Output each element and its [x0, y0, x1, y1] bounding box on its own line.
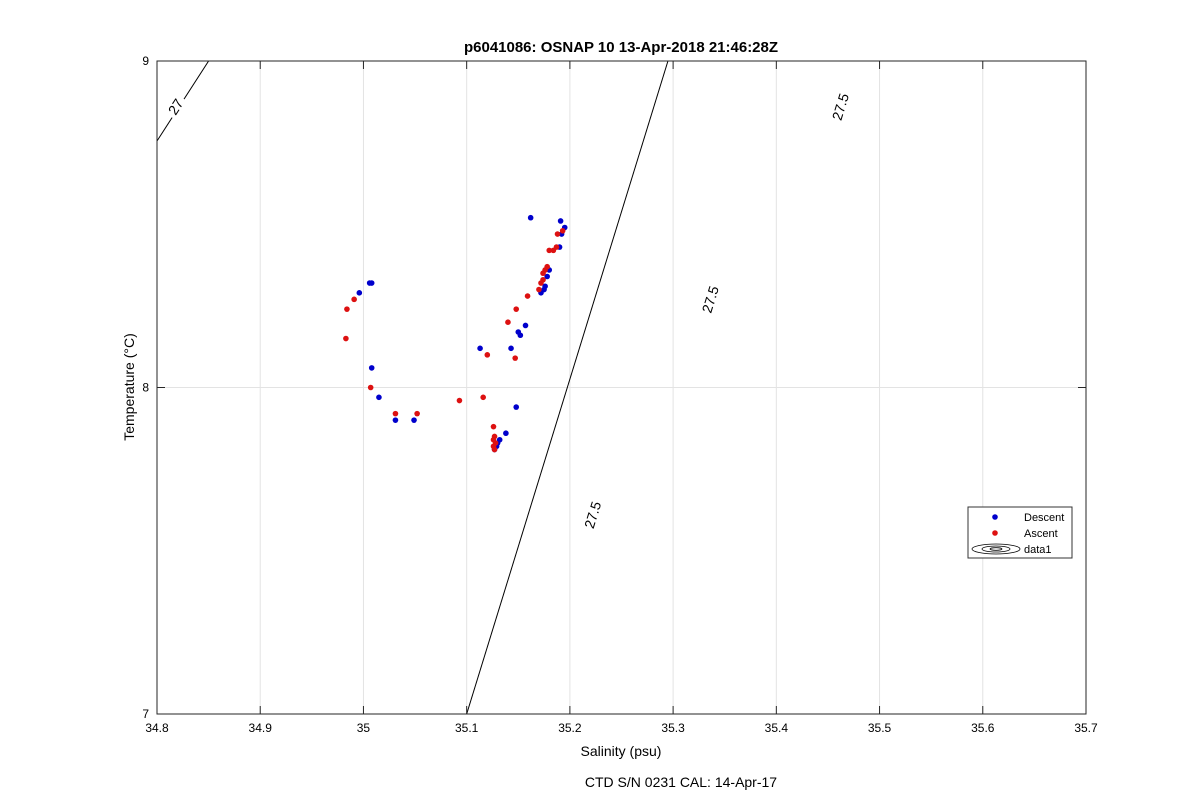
ascent-point [524, 293, 531, 299]
x-tick-label: 34.9 [249, 721, 273, 735]
isopycnal-label-gap [696, 278, 725, 321]
ascent-point [392, 410, 399, 417]
descent-point [544, 273, 550, 280]
legend-ascent-label: Ascent [1024, 528, 1058, 540]
descent-point [477, 345, 483, 352]
ctd-calibration-note: CTD S/N 0231 CAL: 14-Apr-17 [585, 774, 777, 790]
ascent-point [550, 247, 557, 254]
x-tick-label: 35.3 [661, 721, 685, 735]
ascent-point [512, 355, 518, 361]
descent-point [503, 430, 509, 437]
descent-point [522, 322, 529, 329]
chart-title: p6041086: OSNAP 10 13-Apr-2018 21:46:28Z [464, 39, 778, 56]
ascent-point [456, 397, 463, 404]
ascent-point [546, 247, 553, 254]
descent-point [513, 404, 520, 410]
isopycnal-label: 27.5 [699, 284, 722, 315]
legend: Descent Ascent data1 [967, 506, 1073, 559]
x-axis-label: Salinity (psu) [581, 743, 662, 759]
x-tick-label: 35.5 [868, 721, 892, 735]
y-axis-label: Temperature (°C) [121, 333, 137, 441]
descent-point [411, 417, 417, 423]
density-contours: 27 27.5 27.5 27.5 [157, 61, 855, 714]
legend-descent-label: Descent [1024, 512, 1064, 524]
ascent-point [490, 423, 497, 430]
isopycnal-label: 27 [165, 96, 187, 118]
descent-point [541, 286, 547, 293]
descent-point [368, 280, 375, 286]
isopycnal-label-gap [162, 92, 190, 121]
ascent-point [538, 280, 544, 286]
data-series [343, 214, 568, 453]
descent-point [508, 345, 514, 352]
x-tick-label: 35.1 [455, 721, 479, 735]
x-tick-label: 35 [357, 721, 371, 735]
legend-data1-label: data1 [1024, 544, 1052, 556]
x-tick-label: 35.2 [558, 721, 582, 735]
legend-ascent-marker [992, 530, 998, 536]
y-tick-label: 8 [142, 381, 149, 395]
descent-point [392, 417, 399, 423]
ascent-point [351, 296, 357, 303]
series-descent [356, 214, 568, 453]
legend-descent-marker [992, 514, 998, 520]
grid [157, 61, 1086, 714]
x-tick-label: 35.4 [765, 721, 789, 735]
descent-point [557, 218, 564, 224]
isopycnal-label-gap [578, 494, 607, 536]
ascent-point [513, 306, 520, 312]
isopycnal-label-gap [826, 85, 855, 128]
descent-point [376, 394, 382, 401]
descent-point [368, 365, 375, 371]
axes: 34.8 34.9 35 35.1 35.2 35.3 35.4 35.5 35.6 35.7 7 8… [142, 54, 1098, 735]
isopycnal-label: 27.5 [581, 499, 604, 530]
ascent-point [559, 227, 566, 234]
series-ascent [343, 227, 566, 453]
ascent-point [491, 446, 498, 453]
x-tick-label: 34.8 [145, 721, 169, 735]
y-tick-label: 9 [142, 54, 149, 68]
ascent-point [367, 384, 374, 391]
y-tick-label: 7 [142, 707, 149, 721]
legend-contour-icon [971, 543, 1021, 555]
ascent-point [414, 410, 420, 417]
ascent-point [344, 306, 350, 312]
ascent-point [480, 394, 486, 401]
isopycnal-line [466, 61, 669, 714]
ascent-point [554, 231, 561, 237]
isopycnal-label: 27.5 [829, 91, 852, 122]
x-tick-label: 35.7 [1074, 721, 1098, 735]
descent-point [517, 332, 524, 339]
descent-point [527, 214, 534, 221]
ascent-point [540, 270, 546, 277]
x-tick-label: 35.6 [971, 721, 995, 735]
ascent-point [505, 319, 511, 326]
ascent-point [343, 335, 349, 342]
descent-point [356, 290, 363, 296]
ascent-point [484, 352, 491, 358]
ascent-point [536, 286, 542, 293]
